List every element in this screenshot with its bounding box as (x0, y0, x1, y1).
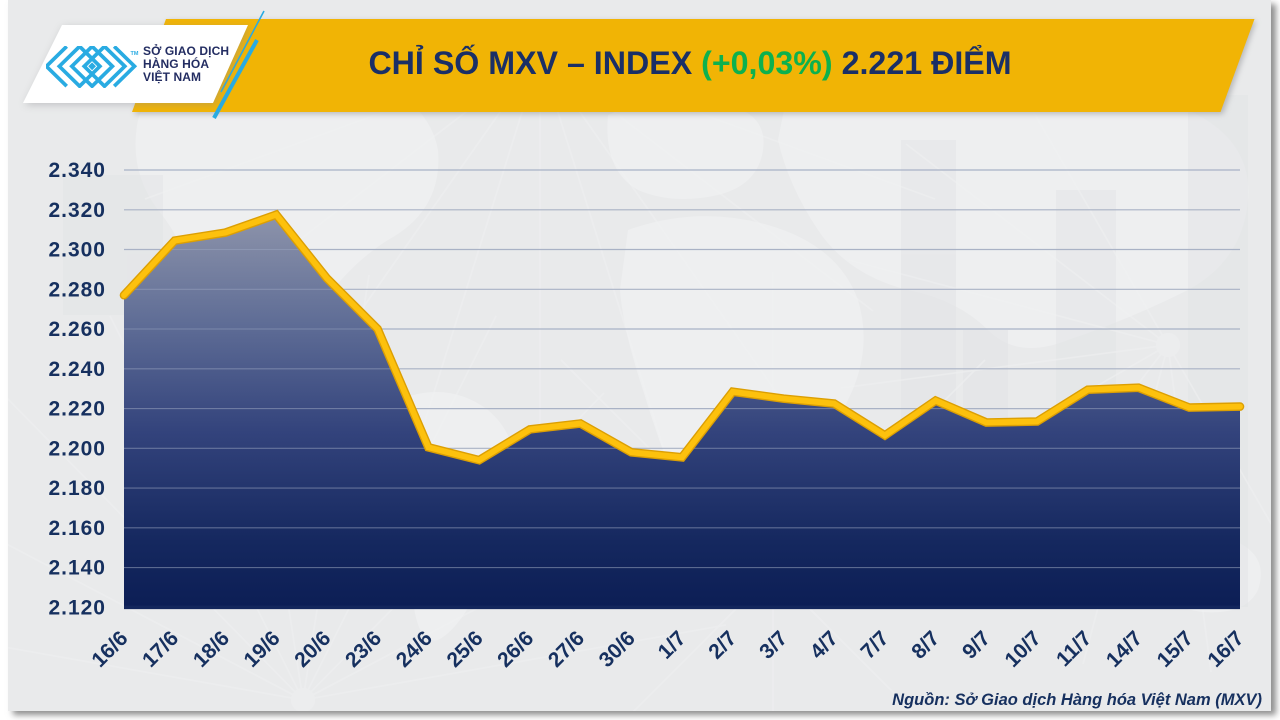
svg-text:11/7: 11/7 (1052, 627, 1096, 671)
svg-text:20/6: 20/6 (290, 627, 335, 672)
svg-text:9/7: 9/7 (958, 627, 995, 664)
svg-text:14/7: 14/7 (1102, 627, 1147, 672)
svg-text:30/6: 30/6 (595, 627, 640, 672)
svg-text:8/7: 8/7 (907, 627, 944, 664)
svg-text:27/6: 27/6 (544, 627, 589, 672)
svg-text:10/7: 10/7 (1000, 627, 1045, 672)
svg-text:2.300: 2.300 (48, 239, 106, 262)
svg-text:2/7: 2/7 (704, 627, 741, 664)
svg-text:2.340: 2.340 (48, 159, 106, 182)
svg-text:2.260: 2.260 (48, 318, 106, 341)
svg-text:2.160: 2.160 (48, 517, 106, 540)
svg-text:17/6: 17/6 (138, 627, 183, 672)
svg-text:2.220: 2.220 (48, 398, 106, 421)
svg-text:2.120: 2.120 (48, 596, 106, 619)
svg-text:3/7: 3/7 (755, 627, 792, 664)
svg-text:23/6: 23/6 (341, 627, 386, 672)
svg-text:16/7: 16/7 (1203, 627, 1248, 672)
svg-text:TM: TM (131, 50, 139, 56)
svg-text:2.240: 2.240 (48, 358, 106, 381)
svg-text:2.280: 2.280 (48, 278, 106, 301)
svg-text:18/6: 18/6 (189, 627, 234, 672)
svg-text:25/6: 25/6 (442, 627, 487, 672)
svg-text:24/6: 24/6 (392, 627, 437, 672)
svg-text:2.200: 2.200 (48, 437, 106, 460)
svg-text:2.180: 2.180 (48, 477, 106, 500)
svg-text:4/7: 4/7 (806, 627, 843, 664)
svg-text:16/6: 16/6 (87, 627, 132, 672)
svg-text:2.320: 2.320 (48, 199, 106, 222)
svg-text:15/7: 15/7 (1153, 627, 1198, 672)
svg-text:7/7: 7/7 (857, 627, 894, 664)
svg-text:2.140: 2.140 (48, 557, 106, 580)
svg-text:26/6: 26/6 (493, 627, 538, 672)
svg-text:19/6: 19/6 (240, 627, 285, 672)
svg-text:1/7: 1/7 (654, 627, 691, 664)
